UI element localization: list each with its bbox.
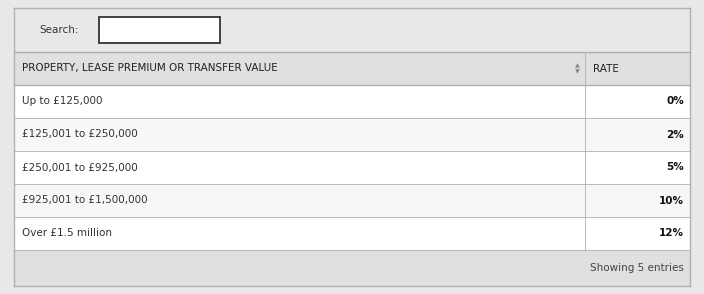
- Text: Over £1.5 million: Over £1.5 million: [22, 228, 112, 238]
- Bar: [14, 184, 690, 217]
- Bar: [14, 217, 690, 250]
- Bar: [14, 250, 690, 286]
- Text: 10%: 10%: [659, 196, 684, 206]
- Bar: [14, 85, 690, 118]
- Text: 5%: 5%: [666, 163, 684, 173]
- Bar: [14, 52, 690, 85]
- Bar: [14, 151, 690, 184]
- Text: ▼: ▼: [575, 69, 579, 74]
- Bar: [14, 118, 690, 151]
- Text: £125,001 to £250,000: £125,001 to £250,000: [22, 129, 138, 139]
- Text: PROPERTY, LEASE PREMIUM OR TRANSFER VALUE: PROPERTY, LEASE PREMIUM OR TRANSFER VALU…: [22, 64, 278, 74]
- Text: RATE: RATE: [593, 64, 619, 74]
- Text: ▲: ▲: [575, 63, 579, 68]
- Text: Search:: Search:: [39, 25, 79, 35]
- Text: £250,001 to £925,000: £250,001 to £925,000: [22, 163, 138, 173]
- Bar: [14, 8, 690, 52]
- Bar: [99, 17, 220, 43]
- Text: 0%: 0%: [666, 96, 684, 106]
- Text: Showing 5 entries: Showing 5 entries: [590, 263, 684, 273]
- Text: 2%: 2%: [666, 129, 684, 139]
- Text: £925,001 to £1,500,000: £925,001 to £1,500,000: [22, 196, 148, 206]
- Text: 12%: 12%: [659, 228, 684, 238]
- Text: Up to £125,000: Up to £125,000: [22, 96, 103, 106]
